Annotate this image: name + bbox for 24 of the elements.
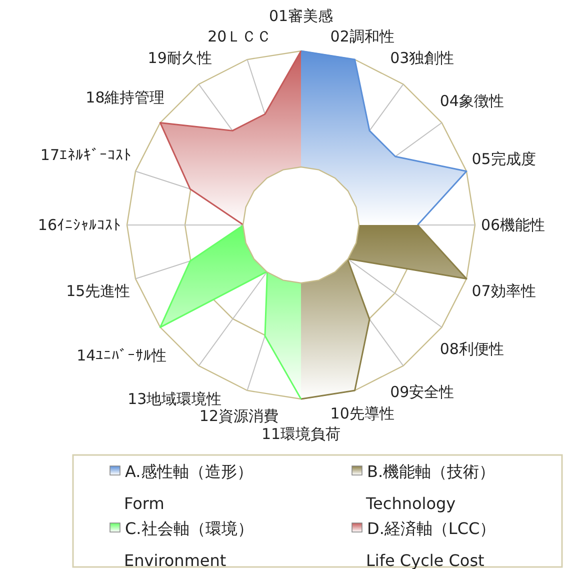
spoke-label: 07効率性 <box>472 282 536 300</box>
spoke-label: 17ｴﾈﾙｷﾞｰｺｽﾄ <box>40 146 132 164</box>
spoke-label: 05完成度 <box>472 150 536 168</box>
spoke-label: 14ﾕﾆﾊﾞｰｻﾙ性 <box>76 346 167 364</box>
spoke-label: 20ＬＣＣ <box>208 27 272 46</box>
spoke-label: 12資源消費 <box>199 406 278 425</box>
spoke-label: 06機能性 <box>481 216 546 234</box>
spoke-label: 04象徴性 <box>440 92 504 110</box>
legend-label: B.機能軸（技術） Technology <box>365 462 496 513</box>
spoke-label: 18維持管理 <box>86 88 165 106</box>
spoke-label: 10先導性 <box>330 404 394 423</box>
legend-label: D.経済軸（LCC） Life Cycle Cost <box>366 519 496 569</box>
spoke-label: 09安全性 <box>390 382 454 401</box>
legend-label: A.感性軸（造形） Form <box>124 462 253 513</box>
spoke-label: 13地域環境性 <box>128 390 222 408</box>
spoke-label: 01審美感 <box>268 7 334 25</box>
spoke-label: 15先進性 <box>66 282 130 300</box>
spoke-label: 08利便性 <box>440 340 504 358</box>
spoke-label: 03独創性 <box>390 49 454 68</box>
legend-label: C.社会軸（環境） Environment <box>124 519 254 569</box>
spoke-label: 11環境負荷 <box>261 425 341 443</box>
spoke-label: 02調和性 <box>330 27 394 46</box>
spoke-label: 16ｲﾆｼｬﾙｺｽﾄ <box>38 216 121 234</box>
spoke-label: 19耐久性 <box>148 49 212 68</box>
